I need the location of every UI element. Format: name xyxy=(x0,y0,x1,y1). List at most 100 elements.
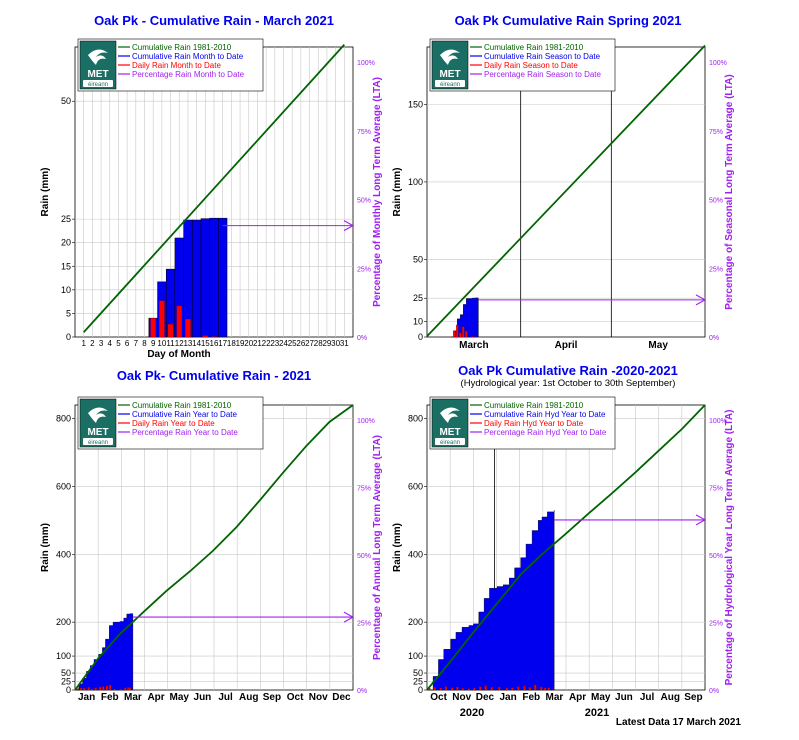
x-tick-label: 25 xyxy=(288,339,297,348)
daily-rain-bar xyxy=(479,686,482,691)
y-tick-label: 150 xyxy=(408,99,423,109)
y-tick-label: 10 xyxy=(61,285,71,295)
daily-rain-bar xyxy=(105,685,109,691)
x-tick-label: 9 xyxy=(151,339,156,348)
x-tick-label: 30 xyxy=(331,339,340,348)
month-label: Jul xyxy=(218,692,233,703)
percentage-tick-label: 50% xyxy=(709,553,723,560)
logo-eireann-text: éireann xyxy=(88,440,108,446)
percentage-tick-label: 100% xyxy=(357,60,375,67)
percentage-arrow-head xyxy=(695,294,707,306)
logo-met-text: MET xyxy=(87,427,108,438)
month-label: Nov xyxy=(309,692,328,703)
month-label: March xyxy=(459,340,488,351)
x-tick-label: 31 xyxy=(340,339,349,348)
x-tick-label: 2 xyxy=(90,339,95,348)
chart-title: Oak Pk - Cumulative Rain - March 2021 xyxy=(94,13,334,28)
y-tick-label: 15 xyxy=(61,261,71,271)
percentage-tick-label: 75% xyxy=(709,486,723,493)
logo-met-text: MET xyxy=(439,69,460,80)
daily-rain-bar xyxy=(528,687,531,691)
cumulative-area xyxy=(427,510,555,691)
month-label: Feb xyxy=(522,692,540,703)
legend-4: MET éireann Cumulative Rain 1981-2010Cumul… xyxy=(429,396,616,450)
met-eireann-logo-1: MET éireann xyxy=(79,40,117,90)
x-tick-label: 22 xyxy=(262,339,271,348)
percentage-tick-label: 75% xyxy=(357,486,371,493)
percentage-arrow-head xyxy=(695,514,707,526)
x-tick-label: 14 xyxy=(192,339,201,348)
chart-subtitle: (Hydrological year: 1st October to 30th … xyxy=(461,378,676,389)
y-axis-label: Rain (mm) xyxy=(40,168,51,217)
y-axis-label: Rain (mm) xyxy=(392,168,403,217)
month-label: Jun xyxy=(615,692,633,703)
y-tick-label: 25 xyxy=(413,677,423,687)
chart-title: Oak Pk- Cumulative Rain - 2021 xyxy=(117,368,311,383)
lta-line xyxy=(426,404,706,691)
met-eireann-logo-3: MET éireann xyxy=(79,398,117,448)
daily-rain-bar xyxy=(167,324,174,338)
legend-entry: Daily Rain Season to Date xyxy=(484,61,578,70)
x-tick-label: 5 xyxy=(116,339,121,348)
month-label: Apr xyxy=(569,692,586,703)
daily-rain-bar xyxy=(79,687,83,691)
month-label: April xyxy=(555,340,578,351)
legend-entry: Percentage Rain Season to Date xyxy=(484,70,602,79)
daily-rain-bar xyxy=(490,687,493,691)
y-tick-label: 800 xyxy=(408,414,423,424)
x-tick-label: 1 xyxy=(81,339,86,348)
chart-panel-4: Oak Pk Cumulative Rain -2020-2021(Hydrol… xyxy=(392,363,735,719)
y-tick-label: 200 xyxy=(408,617,423,627)
x-tick-label: 8 xyxy=(142,339,147,348)
daily-rain-bar xyxy=(467,688,471,691)
y-tick-label: 25 xyxy=(61,677,71,687)
daily-rain-bar xyxy=(94,687,97,691)
x-tick-label: 21 xyxy=(253,339,262,348)
chart-panel-2: Oak Pk Cumulative Rain Spring 2021 0 10 25 5… xyxy=(392,13,735,351)
x-tick-label: 24 xyxy=(279,339,288,348)
daily-rain-bar xyxy=(459,332,462,338)
x-tick-label: 27 xyxy=(305,339,314,348)
daily-rain-bar xyxy=(87,687,90,691)
y-tick-label: 10 xyxy=(413,316,423,326)
daily-rain-bar xyxy=(462,326,465,338)
x-tick-label: 7 xyxy=(134,339,139,348)
month-label: Jul xyxy=(640,692,655,703)
y-tick-label: 200 xyxy=(56,617,71,627)
daily-rain-bar xyxy=(176,305,183,338)
daily-rain-bar xyxy=(439,687,442,691)
daily-rain-bar xyxy=(113,688,116,691)
x-tick-label: 28 xyxy=(314,339,323,348)
logo-eireann-strip xyxy=(83,438,113,445)
y-tick-label: 100 xyxy=(408,651,423,661)
month-label: Oct xyxy=(287,692,304,703)
y-tick-label: 50 xyxy=(413,254,423,264)
daily-rain-bar xyxy=(498,686,501,691)
month-label: Jan xyxy=(499,692,516,703)
legend-1: MET éireann Cumulative Rain 1981-2010Cumul… xyxy=(77,38,264,92)
y-tick-label: 0 xyxy=(418,332,423,342)
x-axis-label: Day of Month xyxy=(147,349,210,360)
legend-entry: Percentage Rain Year to Date xyxy=(132,428,238,437)
daily-rain-bar xyxy=(159,300,165,338)
y-tick-label: 20 xyxy=(61,238,71,248)
y-tick-label: 0 xyxy=(66,685,71,695)
daily-rain-bar xyxy=(540,686,543,691)
logo-eireann-strip xyxy=(435,80,465,87)
cumulative-bar xyxy=(200,218,210,338)
daily-rain-bar xyxy=(484,685,487,691)
month-label: Oct xyxy=(430,692,447,703)
month-label: Aug xyxy=(661,692,680,703)
daily-rain-bar xyxy=(90,688,93,691)
percentage-tick-label: 25% xyxy=(357,266,371,273)
daily-rain-bar xyxy=(461,688,464,691)
legend-entry: Daily Rain Hyd Year to Date xyxy=(484,419,584,428)
daily-rain-bar xyxy=(453,330,456,338)
x-tick-label: 15 xyxy=(201,339,210,348)
percentage-tick-label: 0% xyxy=(357,335,367,342)
legend-entry: Cumulative Rain Month to Date xyxy=(132,52,244,61)
x-tick-label: 23 xyxy=(270,339,279,348)
legend-2: MET éireann Cumulative Rain 1981-2010Cumul… xyxy=(429,38,616,92)
percentage-tick-label: 0% xyxy=(709,688,719,695)
